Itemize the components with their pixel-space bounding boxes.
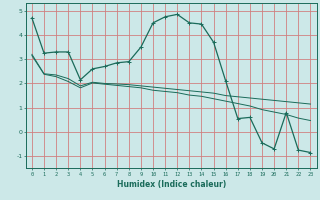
X-axis label: Humidex (Indice chaleur): Humidex (Indice chaleur): [116, 180, 226, 189]
